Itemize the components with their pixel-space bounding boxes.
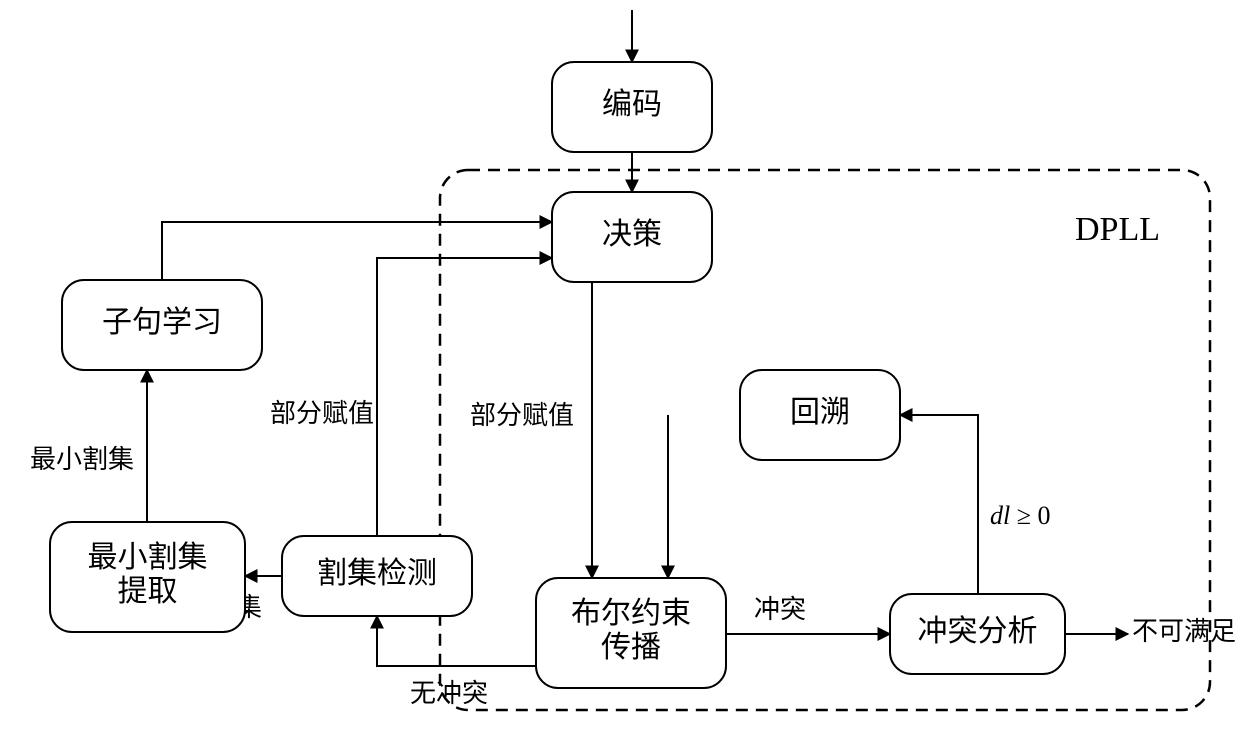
edge-label-cutset_detect_to_decision: 部分赋值 [270,399,374,428]
edge-label-min_to_clause_learn: 最小割集 [30,445,134,474]
edge-clause_learn_to_decision [162,222,552,280]
edge-label-bcp_to_cutset_detect: 无冲突 [410,679,488,708]
edge-bcp_to_cutset_detect [377,616,536,666]
flowchart-canvas: DPLL部分赋值冲突dl ≥ 0不可满足无冲突部分赋值割集最小割集编码决策回溯布… [0,0,1239,751]
edge-cutset_detect_to_decision [377,258,552,536]
node-backtrack-label: 回溯 [790,396,850,429]
node-clause_learn-label: 子句学习 [102,306,222,339]
node-bcp-label: 布尔约束 [571,597,691,630]
node-cutset_detect: 割集检测 [282,536,472,616]
node-encode-label: 编码 [602,88,662,121]
node-min_cutset: 最小割集提取 [50,522,245,632]
edge-conflict_to_backtrack [900,415,978,594]
node-bcp-label: 传播 [601,631,661,664]
node-backtrack: 回溯 [740,370,900,460]
edge-label-conflict_to_unsat: 不可满足 [1132,617,1236,646]
node-conflict-label: 冲突分析 [918,615,1038,648]
dpll-frame-label: DPLL [1075,211,1160,248]
node-min_cutset-label: 最小割集 [88,541,208,574]
edge-label-decision_to_bcp: 部分赋值 [470,401,574,430]
edge-label-conflict_to_backtrack: dl ≥ 0 [990,501,1051,530]
node-encode: 编码 [552,62,712,152]
node-conflict: 冲突分析 [890,594,1065,674]
node-bcp: 布尔约束传播 [536,578,726,688]
node-decision-label: 决策 [602,218,662,251]
node-cutset_detect-label: 割集检测 [317,557,437,590]
node-decision: 决策 [552,192,712,282]
node-clause_learn: 子句学习 [62,280,262,370]
node-min_cutset-label: 提取 [118,575,178,608]
edge-label-bcp_to_conflict: 冲突 [754,595,806,624]
